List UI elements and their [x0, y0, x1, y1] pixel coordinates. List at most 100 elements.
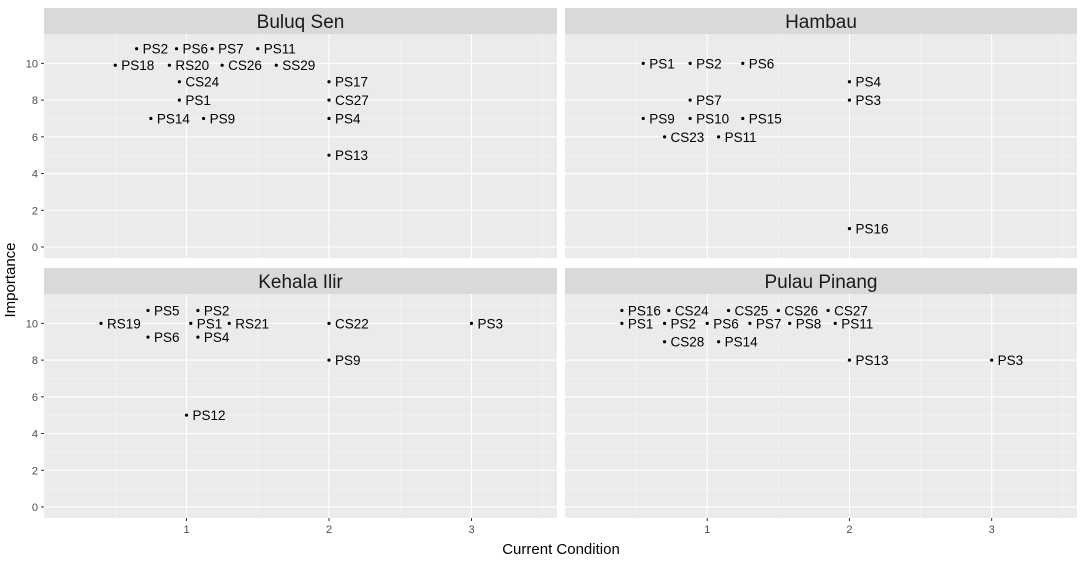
point-label: PS7 [696, 93, 722, 108]
point-label: RS21 [235, 316, 269, 331]
point-label: PS4 [855, 75, 881, 90]
x-tick-label: 1 [183, 524, 189, 536]
data-point [99, 321, 103, 325]
point-label: PS16 [628, 304, 661, 319]
point-label: PS5 [154, 304, 180, 319]
point-label: PS10 [696, 111, 729, 126]
point-label: PS13 [335, 148, 368, 163]
point-label: PS15 [749, 111, 782, 126]
point-label: CS27 [834, 304, 868, 319]
point-label: CS26 [784, 304, 818, 319]
point-label: PS4 [335, 111, 361, 126]
data-point [833, 321, 837, 325]
point-label: PS2 [204, 304, 230, 319]
facet-title: Hambau [785, 12, 857, 33]
data-point [196, 335, 200, 339]
data-point [662, 340, 667, 344]
point-label: PS14 [157, 111, 191, 126]
point-label: PS11 [725, 130, 757, 145]
point-label: PS11 [841, 316, 873, 331]
facet-panel: Pulau Pinang 1 2 3 PS16 CS24 CS25 CS26 CS27 PS1 PS… [564, 268, 1077, 536]
point-label: RS20 [175, 58, 209, 73]
point-label: PS7 [756, 316, 782, 331]
data-point [113, 63, 117, 67]
point-label: PS6 [713, 316, 739, 331]
point-label: CS27 [335, 93, 369, 108]
data-point [146, 335, 150, 339]
facet-strip [44, 8, 557, 34]
facet-strip [44, 268, 557, 294]
point-label: PS13 [855, 353, 888, 368]
data-point [177, 80, 181, 84]
point-label: PS12 [193, 408, 226, 423]
point-label: PS3 [855, 93, 881, 108]
data-point [620, 308, 624, 313]
data-point [741, 116, 745, 121]
data-point [174, 47, 179, 51]
data-point [990, 358, 994, 362]
facet-strip [565, 268, 1077, 294]
data-point [327, 80, 331, 84]
point-label: PS14 [725, 335, 759, 350]
data-point [641, 116, 645, 121]
y-axis-title: Importance [2, 242, 19, 317]
point-label: CS24 [185, 75, 219, 90]
data-point [149, 116, 153, 121]
point-label: PS9 [649, 111, 675, 126]
facet-title: Pulau Pinang [764, 272, 877, 293]
point-label: PS2 [671, 316, 697, 331]
point-label: PS18 [121, 58, 154, 73]
facet-strip [565, 8, 1077, 34]
data-point [327, 153, 331, 157]
point-label: PS1 [185, 93, 211, 108]
facet-title: Buluq Sen [257, 12, 345, 33]
data-point [788, 321, 792, 325]
point-label: CS28 [671, 335, 705, 350]
data-point [469, 321, 474, 325]
data-point [717, 340, 721, 344]
point-label: PS1 [197, 316, 223, 331]
x-tick-label: 2 [326, 524, 332, 536]
point-label: PS6 [183, 42, 209, 57]
data-point [146, 308, 150, 313]
point-label: CS25 [735, 304, 769, 319]
point-label: CS26 [228, 58, 262, 73]
data-point [177, 98, 181, 102]
point-label: PS8 [796, 316, 822, 331]
point-label: PS7 [218, 42, 244, 57]
x-tick-label: 2 [846, 524, 852, 536]
y-tick-label: 4 [32, 429, 38, 441]
point-label: SS29 [282, 58, 315, 73]
data-point [196, 308, 200, 313]
point-label: PS6 [154, 330, 180, 345]
data-point [705, 321, 709, 325]
data-point [135, 47, 139, 51]
data-point [717, 135, 721, 139]
point-label: PS3 [998, 353, 1024, 368]
data-point [688, 116, 692, 121]
point-label: CS23 [671, 130, 705, 145]
data-point [847, 98, 852, 102]
point-label: RS19 [107, 316, 141, 331]
data-point [662, 321, 667, 325]
data-point [741, 61, 745, 65]
data-point [327, 98, 331, 102]
y-tick-label: 4 [32, 169, 38, 181]
point-label: PS6 [749, 56, 775, 71]
data-point [620, 321, 624, 325]
data-point [184, 413, 189, 417]
y-tick-label: 8 [32, 95, 38, 107]
point-label: PS9 [210, 111, 236, 126]
point-label: PS2 [696, 56, 722, 71]
data-point [327, 358, 331, 362]
y-tick-label: 0 [32, 502, 38, 514]
point-label: CS24 [675, 304, 709, 319]
point-label: PS3 [478, 316, 504, 331]
point-label: PS4 [204, 330, 230, 345]
point-label: PS1 [649, 56, 675, 71]
point-label: PS16 [855, 222, 888, 237]
x-tick-label: 3 [989, 524, 995, 536]
data-point [202, 116, 206, 121]
